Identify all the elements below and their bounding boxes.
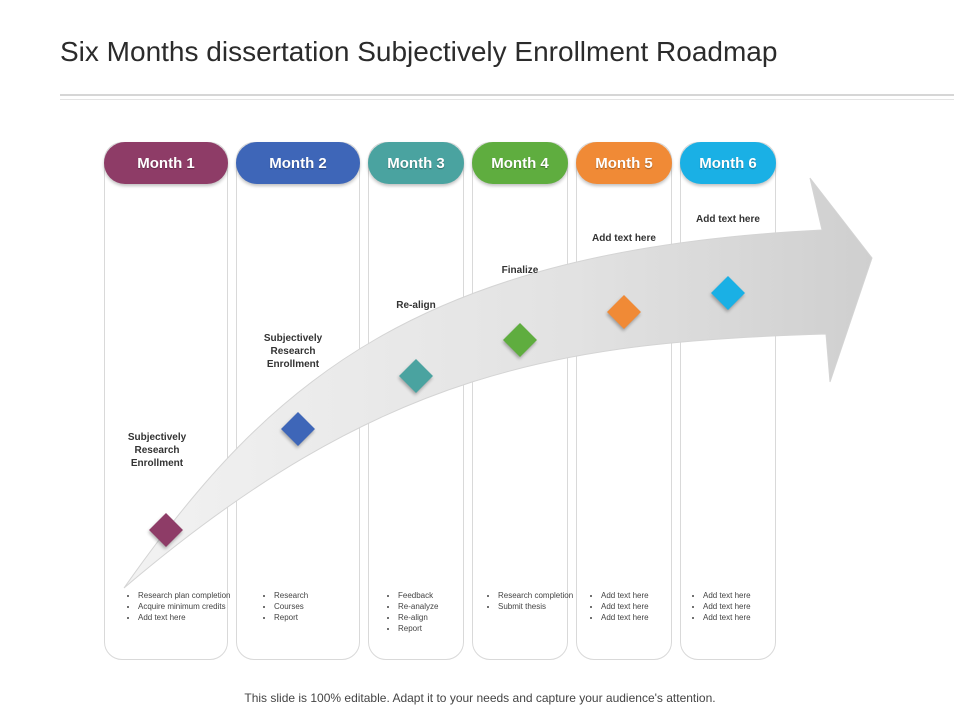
title-divider xyxy=(60,94,954,96)
bullet-item: Add text here xyxy=(601,590,681,601)
month-3-milestone: Re-align xyxy=(396,300,436,311)
month-1-bullets: Research plan completion Acquire minimum… xyxy=(126,590,234,623)
bullet-item: Add text here xyxy=(703,590,783,601)
bullet-item: Feedback xyxy=(398,590,472,601)
month-5-pill: Month 5 xyxy=(576,142,672,184)
month-6-milestone: Add text here xyxy=(696,214,760,225)
month-2-pill: Month 2 xyxy=(236,142,360,184)
month-2-milestone: Subjectively Research Enrollment xyxy=(263,333,323,370)
bullet-item: Acquire minimum credits xyxy=(138,601,234,612)
month-6-label: Month 6 xyxy=(699,154,757,172)
month-3-bullets: Feedback Re-analyze Re-align Report xyxy=(386,590,472,634)
slide-title: Six Months dissertation Subjectively Enr… xyxy=(60,36,778,67)
bullet-item: Add text here xyxy=(703,601,783,612)
bullet-item: Add text here xyxy=(601,601,681,612)
month-4-label: Month 4 xyxy=(491,154,549,172)
month-5-milestone: Add text here xyxy=(592,233,656,244)
bullet-item: Research xyxy=(274,590,364,601)
bullet-item: Submit thesis xyxy=(498,601,576,612)
bullet-item: Add text here xyxy=(703,612,783,623)
month-3-label: Month 3 xyxy=(387,154,445,172)
month-1-label: Month 1 xyxy=(137,154,195,172)
bullet-item: Report xyxy=(274,612,364,623)
bullet-item: Re-analyze xyxy=(398,601,472,612)
month-2-bullets: Research Courses Report xyxy=(262,590,364,623)
bullet-item: Add text here xyxy=(601,612,681,623)
bullet-item: Research completion xyxy=(498,590,576,601)
month-4-pill: Month 4 xyxy=(472,142,568,184)
footer-note: This slide is 100% editable. Adapt it to… xyxy=(244,691,716,705)
month-1-pill: Month 1 xyxy=(104,142,228,184)
bullet-item: Add text here xyxy=(138,612,234,623)
roadmap-arrow-body xyxy=(123,177,873,589)
month-3-pill: Month 3 xyxy=(368,142,464,184)
month-5-label: Month 5 xyxy=(595,154,653,172)
bullet-item: Report xyxy=(398,623,472,634)
bullet-item: Courses xyxy=(274,601,364,612)
month-4-bullets: Research completion Submit thesis xyxy=(486,590,576,612)
month-2-label: Month 2 xyxy=(269,154,327,172)
month-4-milestone: Finalize xyxy=(501,265,539,276)
bullet-item: Research plan completion xyxy=(138,590,234,601)
month-1-milestone: Subjectively Research Enrollment xyxy=(127,432,187,469)
title-divider-thin xyxy=(60,99,954,100)
month-5-bullets: Add text here Add text here Add text her… xyxy=(589,590,681,623)
bullet-item: Re-align xyxy=(398,612,472,623)
month-6-pill: Month 6 xyxy=(680,142,776,184)
month-6-bullets: Add text here Add text here Add text her… xyxy=(691,590,783,623)
